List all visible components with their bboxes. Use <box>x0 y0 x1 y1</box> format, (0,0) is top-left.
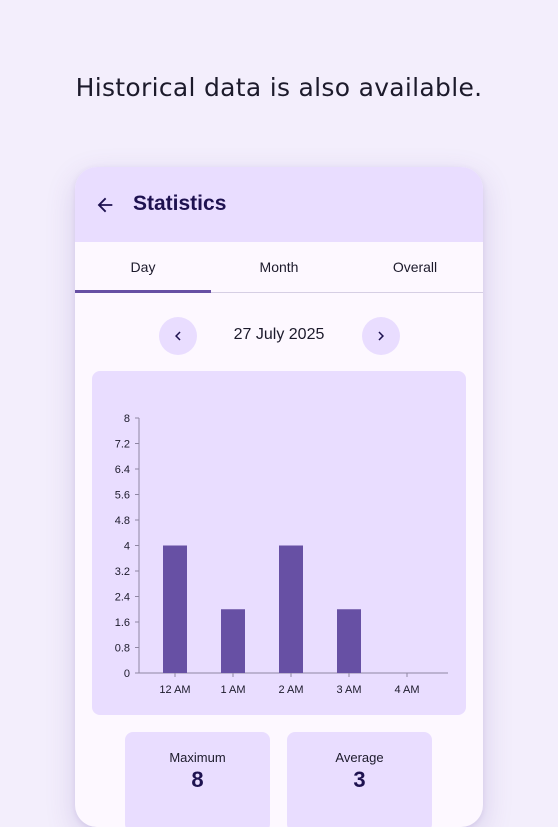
x-tick-label: 12 AM <box>159 684 190 696</box>
chart-bar <box>163 545 187 673</box>
maximum-label: Maximum <box>169 750 226 765</box>
promo-caption: Historical data is also available. <box>75 73 483 102</box>
x-tick-label: 1 AM <box>220 684 245 696</box>
app-bar: Statistics <box>75 167 483 242</box>
tab-day[interactable]: Day <box>75 242 211 293</box>
y-tick-label: 2.4 <box>115 592 130 604</box>
tab-month[interactable]: Month <box>211 242 347 292</box>
tab-indicator <box>75 290 211 293</box>
phone-frame: Statistics Day Month Overall 27 July 202… <box>75 167 483 827</box>
chart-bar <box>221 609 245 673</box>
tab-label: Month <box>259 259 299 275</box>
average-label: Average <box>335 750 384 765</box>
date-navigator: 27 July 2025 <box>75 317 483 355</box>
previous-day-button[interactable] <box>159 317 197 355</box>
maximum-stat-card: Maximum 8 <box>125 732 270 827</box>
y-tick-label: 4.8 <box>115 515 130 527</box>
tab-label: Day <box>130 259 156 275</box>
y-tick-label: 6.4 <box>115 464 130 476</box>
x-tick-label: 3 AM <box>336 684 361 696</box>
y-tick-label: 5.6 <box>115 490 130 502</box>
y-tick-label: 0 <box>124 668 130 680</box>
chart-bar <box>279 545 303 673</box>
y-tick-label: 8 <box>124 413 130 425</box>
back-button[interactable] <box>89 189 121 221</box>
y-tick-label: 3.2 <box>115 566 130 578</box>
arrow-back-icon <box>97 197 113 213</box>
chevron-right-icon <box>378 331 384 341</box>
x-tick-label: 4 AM <box>394 684 419 696</box>
y-tick-label: 0.8 <box>115 643 130 655</box>
selected-date: 27 July 2025 <box>233 326 325 343</box>
y-tick-label: 7.2 <box>115 439 130 451</box>
y-tick-label: 1.6 <box>115 617 130 629</box>
tab-overall[interactable]: Overall <box>347 242 483 292</box>
average-value: 3 <box>353 767 366 792</box>
average-stat-card: Average 3 <box>287 732 432 827</box>
next-day-button[interactable] <box>362 317 400 355</box>
maximum-value: 8 <box>191 767 204 792</box>
hourly-chart-card: 0 0.8 1.6 2.4 3.2 4 4.8 5.6 6.4 7.2 8 12 AM 1 AM 2 AM… <box>92 371 466 715</box>
chart-bar <box>337 609 361 673</box>
x-tick-label: 2 AM <box>278 684 303 696</box>
tab-bar: Day Month Overall <box>75 242 483 293</box>
tab-label: Overall <box>392 259 438 275</box>
page-title: Statistics <box>133 192 227 215</box>
chevron-left-icon <box>175 331 181 341</box>
y-tick-label: 4 <box>124 541 130 553</box>
bar-chart: 0 0.8 1.6 2.4 3.2 4 4.8 5.6 6.4 7.2 8 12 AM 1 AM 2 AM… <box>115 413 448 696</box>
